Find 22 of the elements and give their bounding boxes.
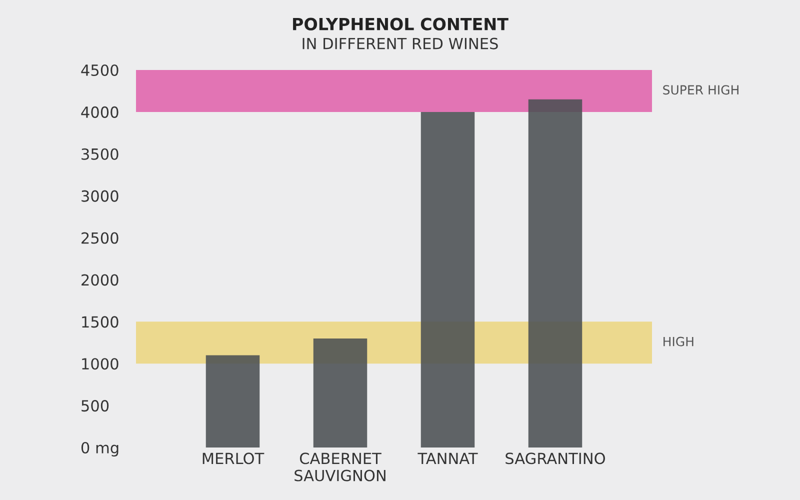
x-tick-label: MERLOT: [202, 452, 264, 464]
bar: [528, 99, 582, 448]
bar: [420, 112, 475, 448]
x-tick-label: CABERNET SAUVIGNON: [294, 452, 386, 482]
y-tick-label: 0 mg: [81, 442, 118, 456]
y-tick-label: 3500: [82, 148, 118, 160]
band-label: SUPER HIGH: [663, 85, 738, 95]
y-tick-label: 2000: [82, 274, 118, 286]
band-label: HIGH: [664, 336, 694, 346]
bar: [206, 355, 260, 448]
y-tick-label: 4000: [81, 106, 118, 118]
bar: [313, 338, 368, 448]
y-tick-label: 1000: [82, 358, 118, 370]
chart-title: POLYPHENOL CONTENT: [293, 18, 508, 30]
y-tick-label: 2500: [82, 232, 118, 244]
y-tick-label: 4500: [81, 64, 118, 76]
y-tick-label: 1500: [82, 316, 118, 328]
x-tick-label: TANNAT: [418, 452, 478, 464]
x-tick-label: SAGRANTINO: [506, 452, 605, 464]
y-tick-label: 3000: [82, 190, 118, 202]
chart-subtitle: IN DIFFERENT RED WINES: [302, 38, 498, 50]
y-tick-label: 500: [82, 400, 109, 412]
